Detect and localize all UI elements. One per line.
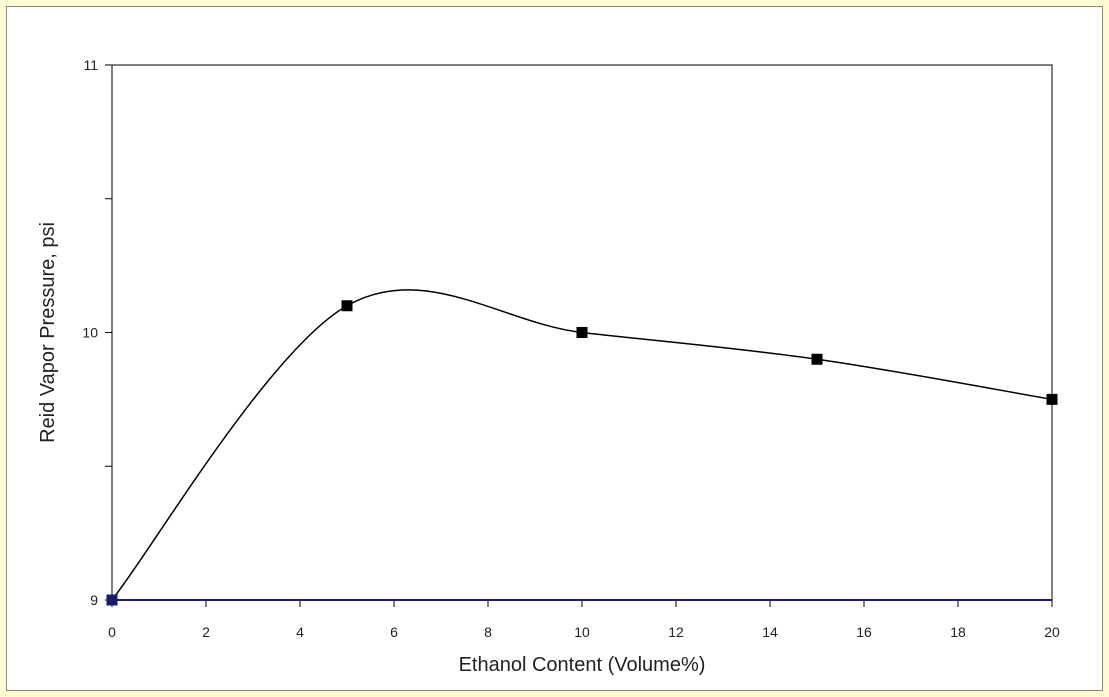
data-point-marker: [1046, 393, 1058, 405]
x-tick-label: 12: [668, 624, 684, 640]
x-tick-label: 4: [296, 624, 304, 640]
x-tick-label: 14: [762, 624, 778, 640]
x-axis-ticks: 0 2 4 6 8 10 12 14 16 18 20: [108, 600, 1060, 640]
x-tick-label: 8: [484, 624, 492, 640]
y-tick-label: 9: [90, 592, 98, 608]
chart-frame: [6, 6, 1103, 691]
y-axis-title: Reid Vapor Pressure, psi: [37, 222, 59, 443]
x-tick-label: 6: [390, 624, 398, 640]
x-axis-title: Ethanol Content (Volume%): [459, 654, 706, 676]
x-tick-label: 18: [950, 624, 966, 640]
data-point-marker: [341, 300, 353, 312]
data-point-marker: [811, 353, 823, 365]
x-tick-label: 0: [108, 624, 116, 640]
x-tick-label: 2: [202, 624, 210, 640]
x-tick-label: 10: [574, 624, 590, 640]
series-line: [111, 289, 1053, 601]
x-tick-label: 20: [1044, 624, 1060, 640]
data-point-marker: [106, 594, 118, 606]
y-tick-label: 11: [83, 57, 98, 73]
data-point-marker: [576, 327, 588, 338]
data-markers: [106, 300, 1058, 606]
x-tick-label: 16: [856, 624, 872, 640]
y-tick-label: 10: [82, 325, 98, 341]
y-axis-ticks: 9 10 11: [82, 57, 112, 608]
